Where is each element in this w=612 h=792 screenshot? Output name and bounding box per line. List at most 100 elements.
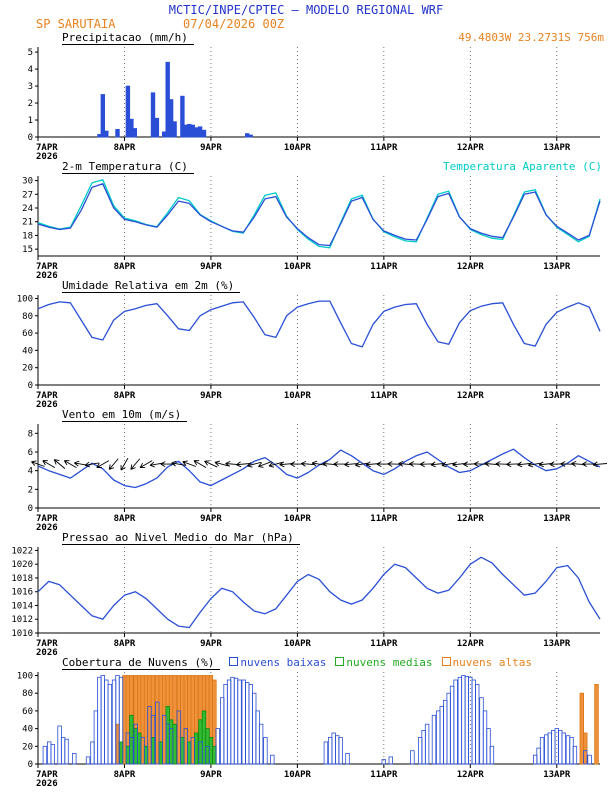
svg-text:80: 80 [22, 689, 33, 699]
svg-text:12APR: 12APR [457, 639, 485, 649]
svg-text:2026: 2026 [36, 779, 58, 788]
svg-text:7APR: 7APR [36, 143, 58, 153]
panel-precipitacao-title: Precipitacao (mm/h) [62, 32, 194, 45]
svg-text:8APR: 8APR [114, 391, 136, 401]
svg-text:7APR: 7APR [36, 514, 58, 524]
panel-vento: Vento em 10m (m/s) 0 2 4 6 8 7APR 2026 8APR 9APR… [0, 409, 612, 532]
svg-text:10APR: 10APR [284, 262, 312, 272]
panel-umidade-title: Umidade Relativa em 2m (%) [62, 280, 241, 293]
svg-text:4: 4 [28, 65, 33, 75]
svg-text:27: 27 [22, 190, 33, 200]
svg-text:10APR: 10APR [284, 391, 312, 401]
svg-text:12APR: 12APR [457, 143, 485, 153]
svg-text:11APR: 11APR [370, 514, 398, 524]
legend-temperatura-aparente: Temperatura Aparente (C) [443, 160, 602, 173]
svg-text:7APR: 7APR [36, 391, 58, 401]
svg-text:3: 3 [28, 82, 33, 92]
panel-pressao-head: Pressao ao Nivel Medio do Mar (hPa) [0, 532, 612, 545]
svg-text:2026: 2026 [36, 400, 58, 409]
legend-nuvens-medias: nuvens medias [335, 656, 433, 669]
svg-text:10APR: 10APR [284, 770, 312, 780]
svg-text:9APR: 9APR [200, 770, 222, 780]
svg-text:10APR: 10APR [284, 143, 312, 153]
svg-text:9APR: 9APR [200, 514, 222, 524]
svg-text:9APR: 9APR [200, 143, 222, 153]
svg-text:2: 2 [28, 99, 33, 109]
svg-text:9APR: 9APR [200, 639, 222, 649]
page-title: MCTIC/INPE/CPTEC — MODELO REGIONAL WRF [168, 3, 444, 17]
panel-umidade-head: Umidade Relativa em 2m (%) [0, 280, 612, 293]
panel-temperatura-head: 2-m Temperatura (C) Temperatura Aparente… [0, 161, 612, 174]
svg-text:12APR: 12APR [457, 391, 485, 401]
svg-text:20: 20 [22, 364, 33, 374]
svg-text:100: 100 [17, 294, 33, 304]
station-name: SP SARUTAIA [36, 17, 116, 31]
legend-nuvens-medias-label: nuvens medias [346, 656, 433, 669]
svg-text:12APR: 12APR [457, 770, 485, 780]
svg-text:0: 0 [28, 381, 33, 391]
svg-text:6: 6 [28, 448, 33, 458]
svg-text:0: 0 [28, 760, 33, 770]
svg-text:8APR: 8APR [114, 262, 136, 272]
svg-text:15: 15 [22, 245, 33, 255]
svg-text:0: 0 [28, 504, 33, 514]
svg-text:1010: 1010 [11, 629, 33, 639]
svg-text:2026: 2026 [36, 648, 58, 657]
panel-nuvens-title: Cobertura de Nuvens (%) [62, 657, 221, 670]
svg-text:1022: 1022 [11, 546, 33, 556]
svg-text:100: 100 [17, 672, 33, 682]
svg-text:4: 4 [28, 467, 33, 477]
panel-precipitacao-head: Precipitacao (mm/h) 49.4803W 23.2731S 75… [0, 32, 612, 45]
svg-text:12APR: 12APR [457, 514, 485, 524]
svg-text:7APR: 7APR [36, 262, 58, 272]
svg-text:8APR: 8APR [114, 770, 136, 780]
svg-text:5: 5 [28, 48, 33, 58]
svg-text:1014: 1014 [11, 601, 33, 611]
legend-nuvens-baixas-label: nuvens baixas [240, 656, 327, 669]
panel-nuvens-head: Cobertura de Nuvens (%) nuvens baixas nuve… [0, 657, 612, 670]
panel-temperatura: 2-m Temperatura (C) Temperatura Aparente… [0, 161, 612, 281]
legend-nuvens-altas-label: nuvens altas [452, 656, 532, 669]
svg-text:11APR: 11APR [370, 143, 398, 153]
panel-pressao-title: Pressao ao Nivel Medio do Mar (hPa) [62, 532, 300, 545]
svg-text:13APR: 13APR [543, 391, 571, 401]
svg-text:2026: 2026 [36, 523, 58, 532]
svg-text:1012: 1012 [11, 615, 33, 625]
svg-text:1018: 1018 [11, 574, 33, 584]
svg-text:60: 60 [22, 329, 33, 339]
svg-text:12APR: 12APR [457, 262, 485, 272]
svg-text:8: 8 [28, 429, 33, 439]
nuvens-medias-swatch-icon [335, 657, 345, 666]
panel-precipitacao: Precipitacao (mm/h) 49.4803W 23.2731S 75… [0, 32, 612, 162]
svg-text:18: 18 [22, 231, 33, 241]
panel-pressao: Pressao ao Nivel Medio do Mar (hPa) 1010… [0, 532, 612, 657]
svg-text:11APR: 11APR [370, 391, 398, 401]
svg-text:13APR: 13APR [543, 639, 571, 649]
legend-nuvens-baixas: nuvens baixas [229, 656, 326, 669]
svg-text:8APR: 8APR [114, 143, 136, 153]
svg-text:13APR: 13APR [543, 143, 571, 153]
svg-text:24: 24 [22, 204, 33, 214]
panel-temperatura-title: 2-m Temperatura (C) [62, 161, 194, 174]
legend-nuvens-altas: nuvens altas [441, 656, 532, 669]
svg-text:9APR: 9APR [200, 262, 222, 272]
svg-text:11APR: 11APR [370, 639, 398, 649]
subheader: SP SARUTAIA 07/04/2026 00Z [0, 17, 612, 32]
station-coordinates: 49.4803W 23.2731S 756m [458, 31, 604, 44]
panel-vento-head: Vento em 10m (m/s) [0, 409, 612, 422]
svg-text:11APR: 11APR [370, 262, 398, 272]
svg-text:21: 21 [22, 218, 33, 228]
model-run-datetime: 07/04/2026 00Z [183, 17, 285, 31]
svg-text:9APR: 9APR [200, 391, 222, 401]
svg-text:13APR: 13APR [543, 770, 571, 780]
svg-text:1: 1 [28, 116, 33, 126]
svg-text:8APR: 8APR [114, 639, 136, 649]
svg-text:20: 20 [22, 742, 33, 752]
